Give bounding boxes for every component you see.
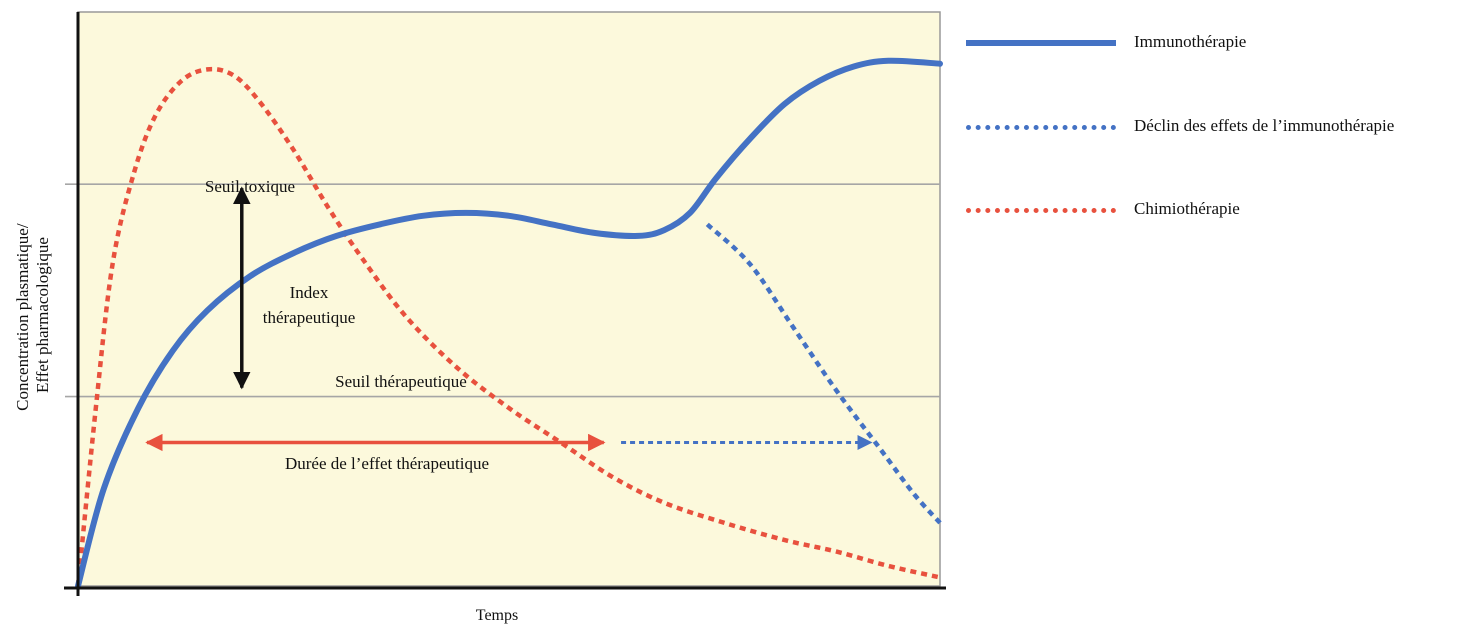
legend-label-chimiotherapie: Chimiothérapie xyxy=(1134,199,1240,218)
legend-item-immunotherapie: Immunothérapie xyxy=(966,30,1476,60)
y-axis-label-line-2: Effet pharmacologique xyxy=(33,237,52,393)
legend-item-declin: Déclin des effets de l’immunothérapie xyxy=(966,114,1476,144)
thresholds xyxy=(65,183,940,398)
duree-effet-label: Durée de l’effet thérapeutique xyxy=(285,454,489,473)
index-label-line-1: Index xyxy=(290,283,329,302)
legend-label-immunotherapie: Immunothérapie xyxy=(1134,32,1247,51)
legend-swatch-chimiotherapie xyxy=(966,208,1116,213)
plot-background xyxy=(77,11,941,587)
legend-item-chimiotherapie: Chimiothérapie xyxy=(966,197,1476,227)
annotation-arrows xyxy=(145,186,873,452)
axes xyxy=(64,12,946,596)
index-label-line-2: thérapeutique xyxy=(263,308,356,327)
seuil-therapeutique-label: Seuil thérapeutique xyxy=(335,372,467,391)
annotation-labels: Seuil toxique Seuil thérapeutique Index thé… xyxy=(205,177,489,473)
series-declin-immunotherapie xyxy=(705,222,942,525)
legend-swatch-immunotherapie xyxy=(966,40,1116,46)
seuil-toxique-label: Seuil toxique xyxy=(205,177,295,196)
y-axis-label: Concentration plasmatique/ Effet pharmac… xyxy=(13,219,52,411)
x-axis-label: Temps xyxy=(476,607,518,624)
series-lines xyxy=(75,57,943,589)
series-chimiotherapie xyxy=(75,66,941,587)
legend-label-declin: Déclin des effets de l’immunothérapie xyxy=(1134,116,1395,135)
y-axis-label-line-1: Concentration plasmatique/ xyxy=(13,223,32,411)
legend-swatch-declin xyxy=(966,125,1116,130)
series-immunotherapie xyxy=(75,57,943,589)
